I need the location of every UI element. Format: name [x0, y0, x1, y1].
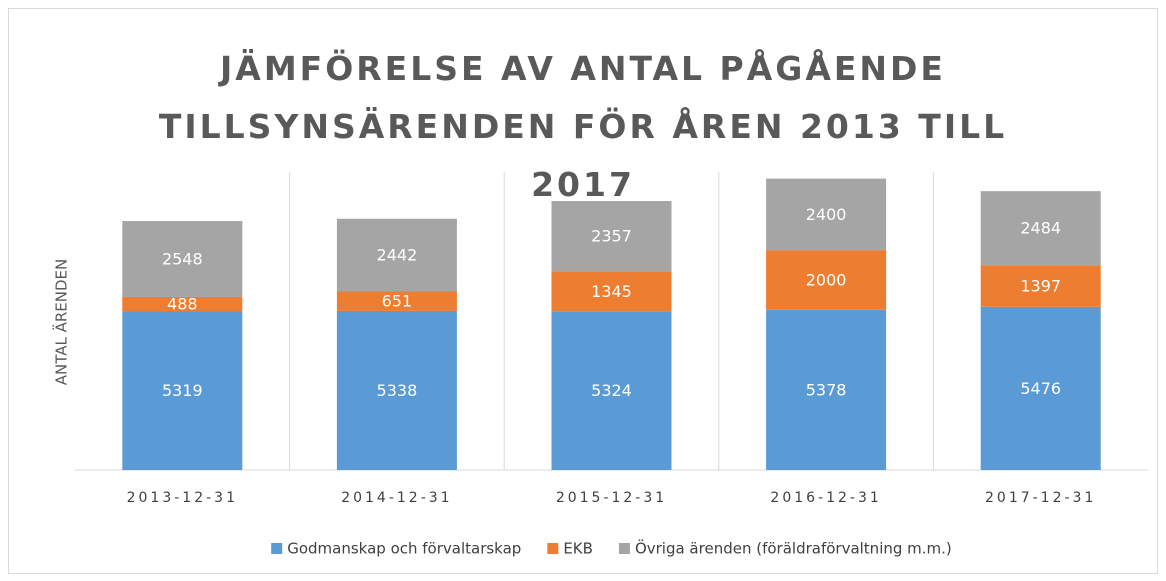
y-axis-label: ANTAL ÄRENDEN [52, 259, 71, 386]
x-tick-label: 2015-12-31 [556, 490, 667, 506]
data-label: 2442 [377, 246, 418, 265]
data-label: 651 [382, 292, 413, 311]
bar-segment [766, 309, 887, 470]
chart-frame [8, 8, 1158, 574]
data-label: 2484 [1020, 219, 1061, 238]
bar-segment [766, 178, 887, 251]
data-label: 5338 [377, 381, 418, 400]
x-tick-label: 2017-12-31 [985, 490, 1096, 506]
bar-segment [551, 311, 672, 470]
bar-segment [980, 306, 1101, 470]
legend-label: EKB [563, 540, 593, 558]
legend-swatch [618, 543, 630, 554]
data-label: 488 [167, 295, 198, 314]
x-tick-label: 2013-12-31 [127, 490, 238, 506]
bar-segment [766, 250, 887, 310]
chart-title: JÄMFÖRELSE AV ANTAL PÅGÅENDE TILLSYNSÄRE… [158, 49, 1008, 204]
bar-segment [336, 218, 457, 292]
data-label: 1345 [591, 282, 632, 301]
bar-segment [980, 191, 1101, 266]
bar-segment [122, 311, 243, 470]
data-label: 5378 [806, 380, 847, 399]
bar-segment [122, 221, 243, 297]
x-tick-label: 2014-12-31 [341, 490, 452, 506]
data-label: 2357 [591, 227, 632, 246]
legend-swatch [271, 543, 283, 554]
legend-swatch [547, 543, 559, 554]
data-label: 5319 [162, 381, 203, 400]
bar-segment [551, 201, 672, 272]
data-label: 1397 [1020, 276, 1061, 295]
data-label: 2000 [806, 270, 847, 289]
legend-label: Övriga ärenden (föräldraförvaltning m.m.… [635, 539, 952, 558]
bar-segment [551, 271, 672, 312]
data-label: 2548 [162, 249, 203, 268]
data-label: 5324 [591, 381, 632, 400]
x-tick-label: 2016-12-31 [770, 490, 881, 506]
data-label: 5476 [1020, 379, 1061, 398]
data-label: 2400 [806, 205, 847, 224]
bar-segment [122, 296, 243, 312]
bar-segment [336, 291, 457, 311]
bar-segment [980, 265, 1101, 307]
bar-segment [336, 310, 457, 470]
legend-label: Godmanskap och förvaltarskap [287, 540, 521, 558]
